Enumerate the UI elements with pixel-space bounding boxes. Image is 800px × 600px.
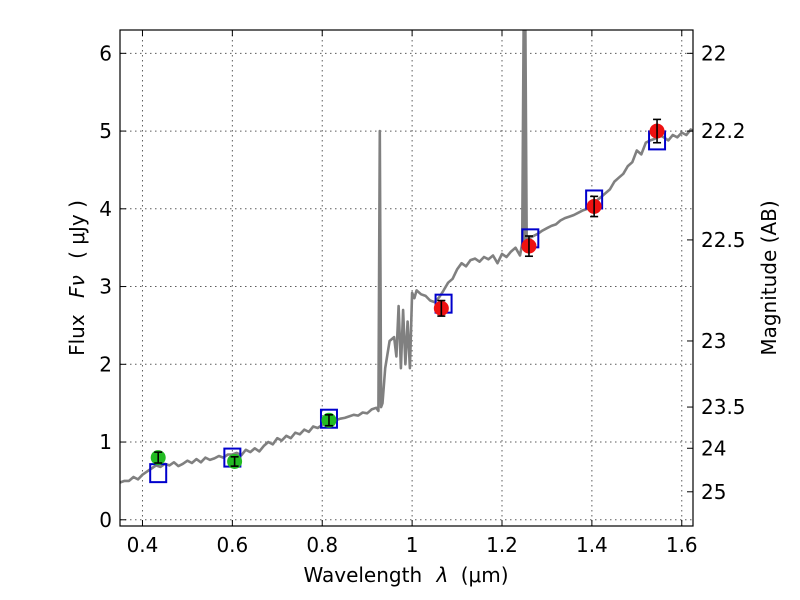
right-tick-label: 22 xyxy=(701,41,726,65)
right-tick-label: 22.2 xyxy=(701,119,746,143)
y-tick-label: 1 xyxy=(99,430,112,454)
right-axis-ticks: 22 22.2 22.5 23 23.5 24 25 xyxy=(687,41,746,504)
points-layer xyxy=(149,118,667,484)
y-tick-label: 5 xyxy=(99,119,112,143)
x-tick-label: 1 xyxy=(406,533,419,557)
right-axis-label: Magnitude (AB) xyxy=(757,200,781,355)
x-axis-label: Wavelength λ (μm) xyxy=(303,563,508,587)
right-tick-label: 25 xyxy=(701,480,726,504)
x-axis-label-symbol: λ xyxy=(436,563,449,587)
x-axis-ticks: 0.4 0.6 0.8 1 1.2 1.4 1.6 xyxy=(127,30,698,557)
x-tick-label: 1.4 xyxy=(576,533,608,557)
x-tick-label: 0.8 xyxy=(306,533,338,557)
grid-lines xyxy=(120,30,693,526)
y-tick-label: 3 xyxy=(99,275,112,299)
y-axis-label-text: Flux xyxy=(65,314,89,356)
x-tick-label: 1.6 xyxy=(666,533,698,557)
y-axis-label-symbol: Fν xyxy=(65,275,89,298)
y-axis-ticks: 0 1 2 3 4 5 6 xyxy=(99,41,126,532)
y-tick-label: 0 xyxy=(99,508,112,532)
y-tick-label: 2 xyxy=(99,352,112,376)
x-tick-label: 0.6 xyxy=(216,533,248,557)
right-tick-label: 23 xyxy=(701,329,726,353)
plot-frame xyxy=(119,29,694,527)
x-tick-label: 0.4 xyxy=(127,533,159,557)
y-axis-label: Flux Fν ( μJy ) xyxy=(65,200,89,356)
right-tick-label: 23.5 xyxy=(701,395,746,419)
right-tick-label: 22.5 xyxy=(701,228,746,252)
x-tick-label: 1.2 xyxy=(486,533,518,557)
y-tick-label: 4 xyxy=(99,197,112,221)
right-tick-label: 24 xyxy=(701,436,726,460)
y-tick-label: 6 xyxy=(99,41,112,65)
x-axis-label-text: Wavelength xyxy=(303,563,422,587)
y-axis-label-unit: ( μJy ) xyxy=(65,200,89,259)
x-axis-label-unit: (μm) xyxy=(461,563,509,587)
